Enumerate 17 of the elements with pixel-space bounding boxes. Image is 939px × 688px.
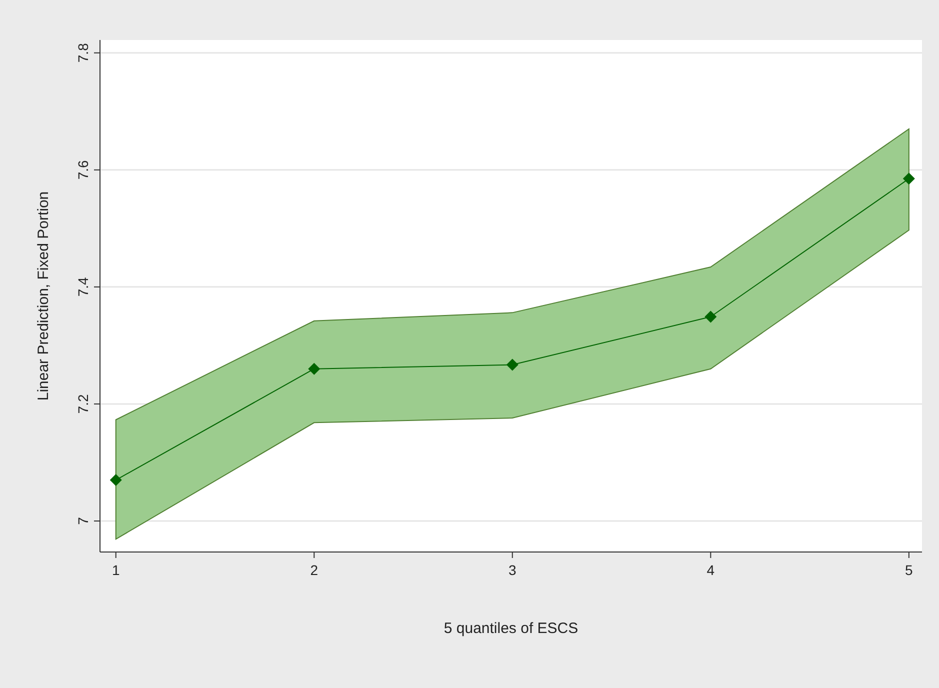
y-tick-label: 7.2 — [75, 394, 91, 414]
x-tick-label: 4 — [706, 562, 715, 578]
point — [110, 474, 122, 486]
x-tick-label: 1 — [112, 562, 120, 578]
point — [506, 358, 518, 371]
x-tick-label: 5 — [905, 562, 914, 578]
x-axis-title: 5 quantiles of ESCS — [444, 620, 578, 637]
point — [902, 172, 915, 185]
point — [704, 310, 717, 323]
y-tick-label: 7.8 — [75, 42, 91, 63]
y-tick-label: 7 — [75, 516, 91, 525]
y-tick-label: 7.4 — [75, 276, 91, 297]
y-tick-label: 7.6 — [75, 160, 91, 180]
point — [308, 362, 320, 375]
x-tick-label: 2 — [310, 562, 318, 578]
x-tick-label: 3 — [508, 562, 516, 578]
y-axis-title: Linear Prediction, Fixed Portion — [35, 191, 52, 401]
